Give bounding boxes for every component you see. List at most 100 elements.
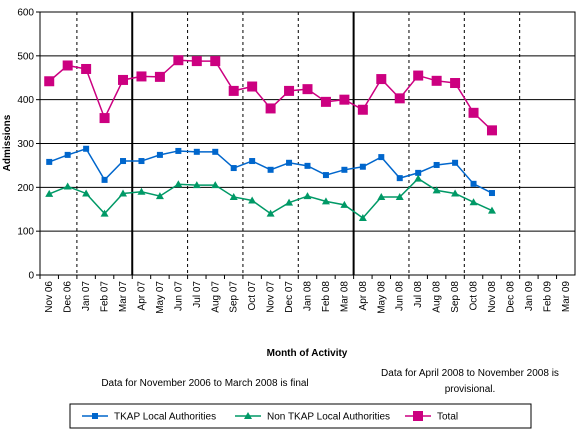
marker xyxy=(487,206,496,214)
marker xyxy=(247,81,258,92)
marker xyxy=(285,198,294,206)
marker xyxy=(378,154,385,161)
marker xyxy=(322,172,329,179)
marker xyxy=(229,192,238,200)
marker xyxy=(321,197,330,205)
x-tick-label: Oct 08 xyxy=(469,281,480,311)
marker xyxy=(265,103,276,114)
marker xyxy=(413,70,424,81)
x-tick-label: Jan 09 xyxy=(524,281,535,311)
legend-label: TKAP Local Authorities xyxy=(114,412,216,423)
x-tick-label: Jul 07 xyxy=(192,281,203,308)
x-tick-label: May 07 xyxy=(155,281,166,314)
marker xyxy=(470,180,477,187)
marker xyxy=(413,411,423,421)
x-tick-label: Feb 07 xyxy=(100,281,111,313)
x-tick-label: Jan 07 xyxy=(81,281,92,311)
marker xyxy=(266,209,275,217)
y-tick-label: 0 xyxy=(28,271,34,282)
marker xyxy=(359,163,366,170)
marker xyxy=(62,60,73,71)
marker xyxy=(451,189,460,197)
x-tick-label: Dec 06 xyxy=(63,281,74,313)
marker xyxy=(341,166,348,173)
plot-area xyxy=(39,11,576,276)
marker xyxy=(155,192,164,200)
marker xyxy=(357,104,368,115)
marker xyxy=(340,200,349,208)
marker xyxy=(191,56,202,67)
x-tick-label: Sep 08 xyxy=(450,281,461,313)
marker xyxy=(120,158,127,165)
x-tick-label: Apr 07 xyxy=(136,281,147,311)
y-tick-label: 500 xyxy=(17,51,34,62)
marker xyxy=(118,74,129,85)
marker xyxy=(415,169,422,176)
marker xyxy=(267,166,274,173)
x-tick-label: Nov 06 xyxy=(44,281,55,313)
marker xyxy=(136,71,147,82)
marker xyxy=(81,63,92,74)
legend-box xyxy=(69,403,532,429)
marker xyxy=(210,56,221,67)
marker xyxy=(83,145,90,152)
y-tick-label: 100 xyxy=(17,227,34,238)
x-tick-label: Dec 08 xyxy=(505,281,516,313)
x-tick-label: Jul 08 xyxy=(413,281,424,308)
marker xyxy=(228,85,239,96)
marker xyxy=(377,192,386,200)
x-tick-label: Mar 07 xyxy=(118,281,129,313)
marker xyxy=(137,187,146,195)
marker xyxy=(302,84,313,95)
marker xyxy=(468,107,479,118)
marker xyxy=(396,175,403,182)
marker xyxy=(192,181,201,189)
x-tick-label: Sep 07 xyxy=(229,281,240,313)
x-tick-label: Jun 08 xyxy=(395,281,406,311)
x-tick-label: Jan 08 xyxy=(303,281,314,311)
marker xyxy=(450,78,461,89)
legend-label: Non TKAP Local Authorities xyxy=(267,412,390,423)
marker xyxy=(395,192,404,200)
x-tick-label: Jun 07 xyxy=(173,281,184,311)
marker xyxy=(173,55,184,66)
marker xyxy=(244,412,252,419)
marker xyxy=(82,189,91,197)
x-tick-label: Dec 07 xyxy=(284,281,295,313)
y-tick-label: 600 xyxy=(17,8,34,19)
legend-label: Total xyxy=(437,412,458,423)
y-tick-label: 200 xyxy=(17,183,34,194)
marker xyxy=(100,209,109,217)
marker xyxy=(488,190,495,197)
marker xyxy=(64,151,71,158)
marker xyxy=(432,186,441,194)
series-line xyxy=(48,59,493,131)
marker xyxy=(230,165,237,172)
annotation-box: Data for April 2008 to November 2008 is … xyxy=(381,368,559,395)
marker xyxy=(304,162,311,169)
marker xyxy=(303,192,312,200)
marker xyxy=(358,214,367,222)
marker xyxy=(46,158,53,165)
x-tick-label: Feb 09 xyxy=(542,281,553,313)
x-tick-label: Oct 07 xyxy=(247,281,258,311)
marker xyxy=(414,174,423,182)
marker xyxy=(154,71,165,82)
marker xyxy=(248,196,257,204)
marker xyxy=(469,198,478,206)
marker xyxy=(63,182,72,190)
annotation: Data for April 2008 to November 2008 is … xyxy=(381,368,559,395)
marker xyxy=(193,148,200,155)
x-tick-label: Mar 08 xyxy=(339,281,350,313)
x-tick-label: Aug 07 xyxy=(210,281,221,313)
marker xyxy=(320,96,331,107)
marker xyxy=(174,180,183,188)
marker xyxy=(433,161,440,168)
marker xyxy=(394,93,405,104)
marker xyxy=(212,148,219,155)
marker xyxy=(99,113,110,124)
marker xyxy=(101,176,108,183)
x-tick-label: May 08 xyxy=(376,281,387,314)
marker xyxy=(156,151,163,158)
